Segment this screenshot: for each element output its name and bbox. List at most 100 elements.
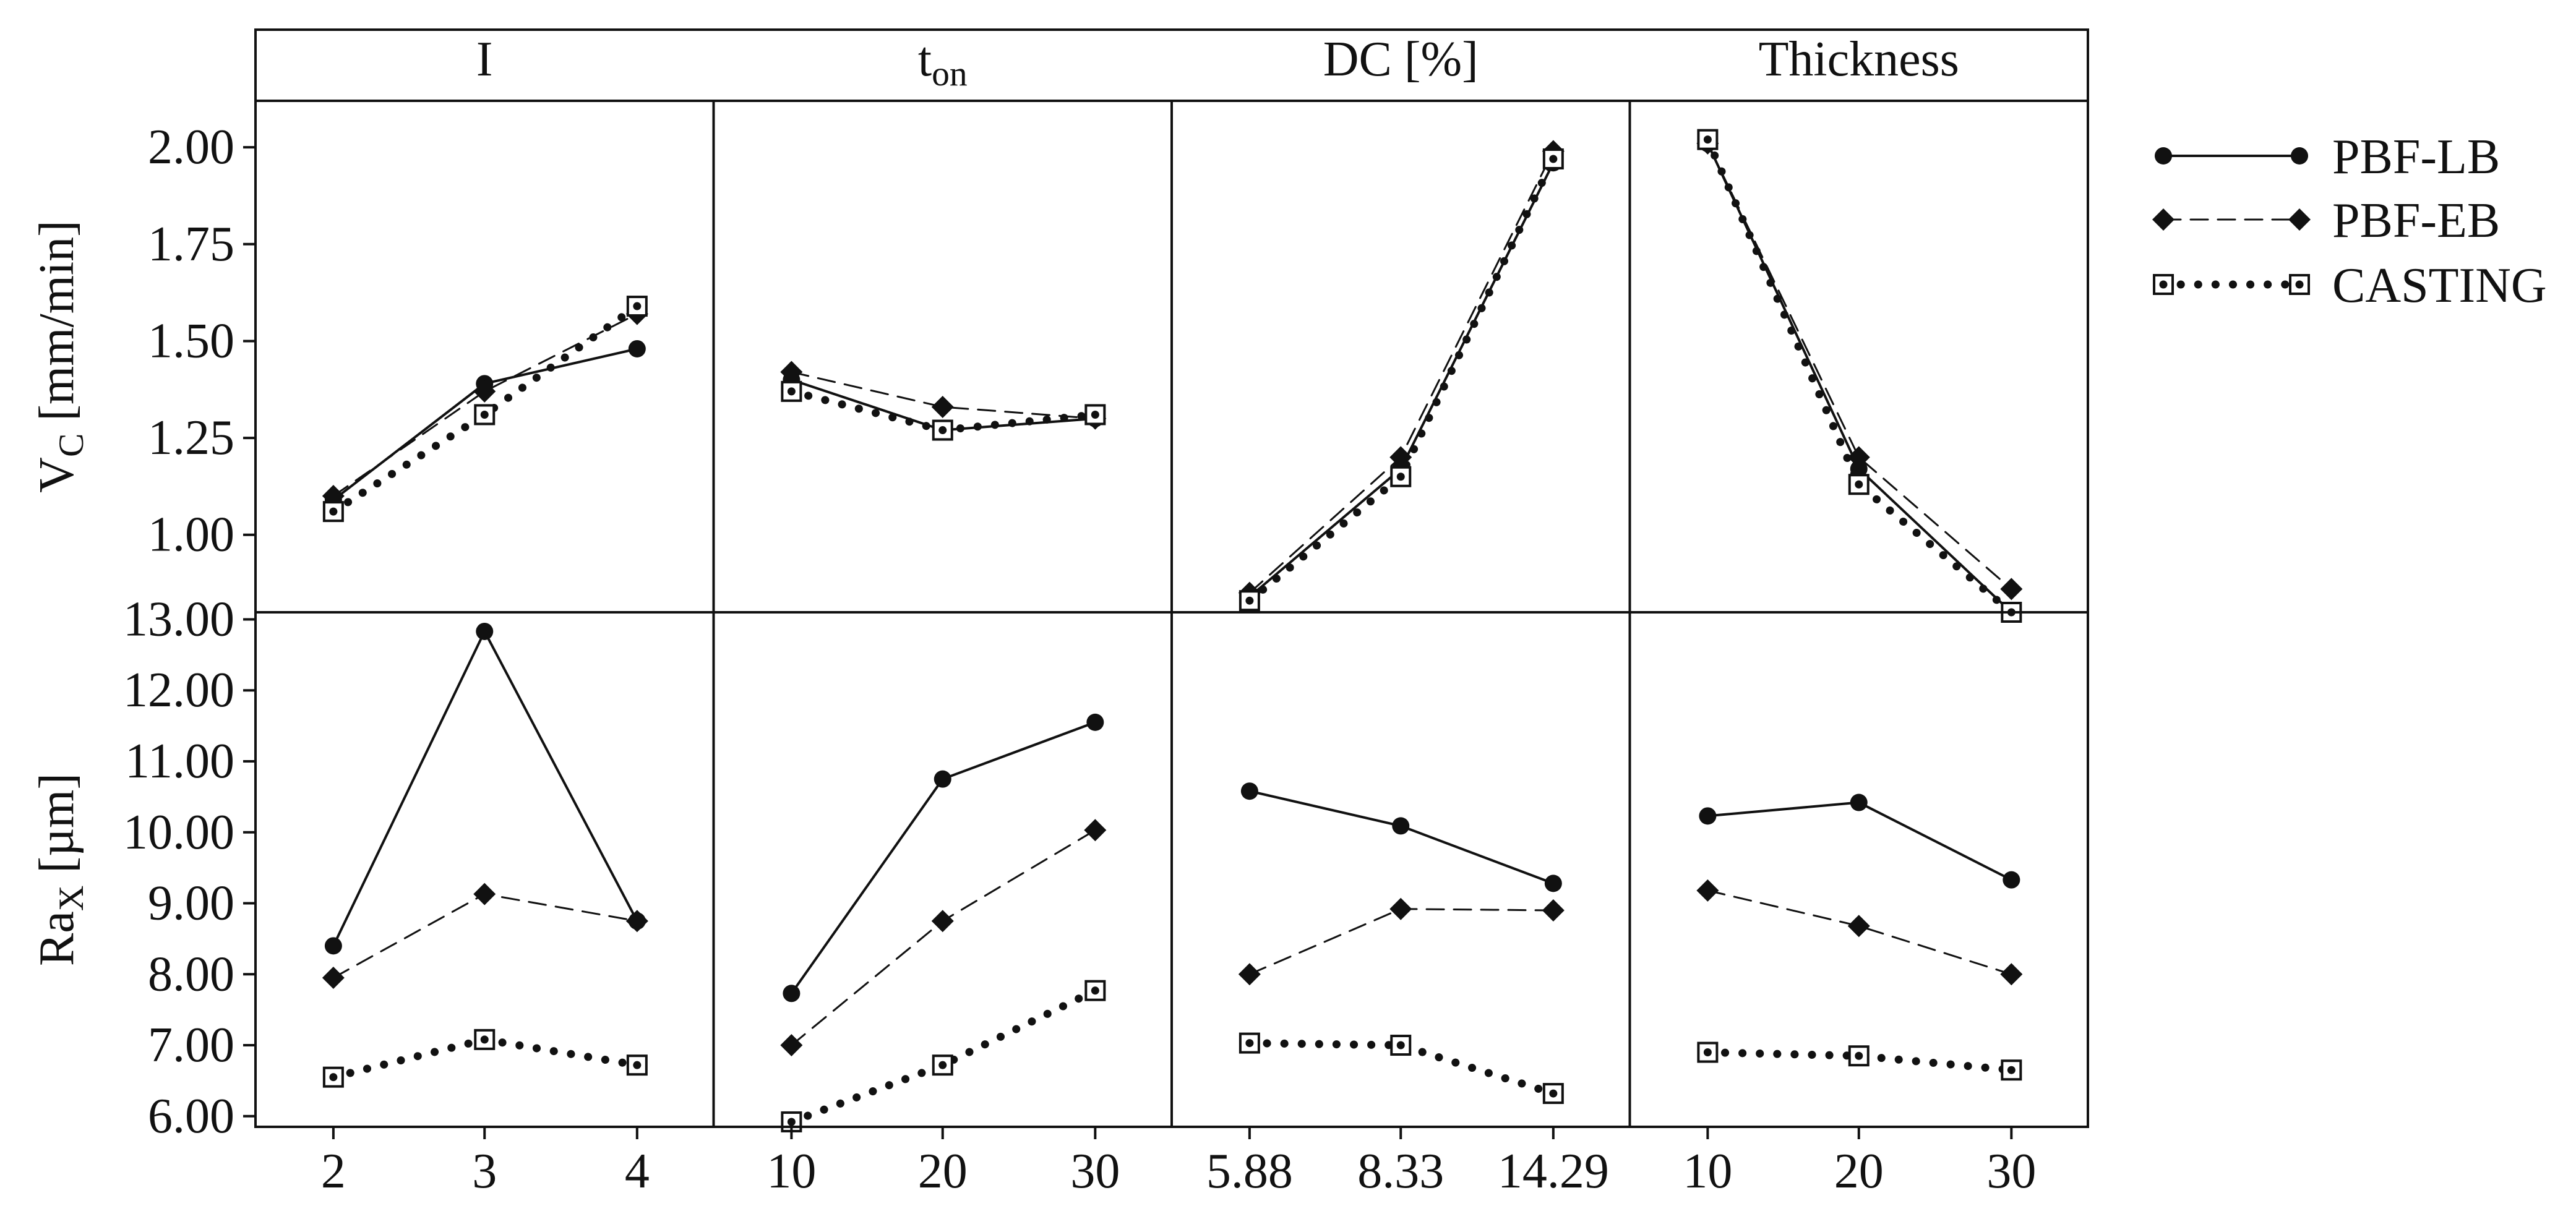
series-line-pbf-lb	[1248, 161, 1555, 598]
y-tick-label: 1.00	[148, 508, 234, 562]
data-point-casting	[1542, 148, 1564, 169]
y-tick-label: 7.00	[148, 1018, 234, 1072]
panel-title-2: ton	[918, 32, 968, 93]
series-line-pbf-eb	[1248, 150, 1555, 594]
data-point-casting	[1239, 590, 1260, 612]
series-line-pbf-eb	[790, 371, 1096, 420]
data-point-casting	[322, 1066, 344, 1088]
data-point-pbf-eb	[1847, 915, 1870, 938]
data-point-pbf-lb	[1392, 817, 1410, 835]
series-line-casting	[787, 986, 1099, 1126]
data-point-casting	[1697, 1041, 1719, 1063]
data-point-casting	[1239, 1032, 1260, 1054]
panel-border	[254, 100, 715, 614]
data-point-pbf-eb	[1542, 899, 1565, 922]
data-point-pbf-eb	[931, 395, 954, 418]
series-line-pbf-lb	[1706, 801, 2013, 881]
data-point-casting	[1390, 466, 1412, 487]
x-tick-label: 20	[918, 1144, 968, 1199]
data-point-pbf-eb	[2000, 578, 2023, 601]
data-point-casting	[1084, 404, 1106, 426]
y-tick-label: 13.00	[123, 592, 234, 646]
x-tick-label: 14.29	[1498, 1144, 1609, 1199]
data-point-casting	[1697, 129, 1719, 150]
legend-label-pbf-eb: PBF-EB	[2332, 194, 2500, 248]
x-tick-label: 5.88	[1206, 1144, 1293, 1199]
series-line-casting	[1703, 135, 2016, 617]
panel-r1-c2	[712, 100, 1173, 614]
panel-border	[712, 611, 1173, 1128]
data-point-casting	[474, 1029, 496, 1050]
data-point-casting	[1542, 1083, 1564, 1105]
data-point-casting	[474, 404, 496, 426]
data-point-pbf-lb	[2003, 871, 2020, 889]
data-point-casting	[781, 380, 802, 402]
data-point-pbf-eb	[931, 910, 954, 933]
y-tick-label: 1.50	[148, 314, 234, 368]
data-point-pbf-lb	[476, 622, 494, 640]
legend-marker-casting	[2153, 274, 2174, 295]
legend: PBF-LB PBF-EB CASTING	[2152, 130, 2547, 313]
data-point-casting	[1390, 1035, 1412, 1056]
x-axis: 2 3 4 10 20 30 5.88 8.33 14.29 10 20 30	[321, 1127, 2036, 1199]
legend-marker-casting	[2289, 274, 2310, 295]
y-tick-label: 9.00	[148, 876, 234, 931]
x-tick-label: 2	[321, 1144, 346, 1199]
panel-border	[1170, 100, 1631, 614]
x-tick-label: 30	[1070, 1144, 1120, 1199]
row-2: 6.00 7.00 8.00 9.00 10.00 11.00 12.00 13.00 RaX …	[30, 592, 2089, 1144]
data-point-pbf-lb	[1086, 713, 1104, 731]
legend-label-casting: CASTING	[2332, 259, 2547, 313]
x-tick-label: 10	[766, 1144, 816, 1199]
data-point-casting	[1848, 474, 1870, 495]
data-point-casting	[626, 1054, 648, 1076]
data-point-pbf-lb	[783, 985, 801, 1003]
panel-r1-c1	[254, 100, 715, 614]
data-point-pbf-eb	[625, 910, 648, 933]
y-tick-label: 8.00	[148, 947, 234, 1001]
data-point-pbf-eb	[1847, 446, 1870, 469]
y-axis-title-2: RaX [µm]	[30, 773, 91, 966]
x-tick-label: 3	[472, 1144, 497, 1199]
y-tick-label: 11.00	[125, 734, 234, 789]
x-tick-label: 10	[1683, 1144, 1732, 1199]
panel-title-4: Thickness	[1759, 32, 1959, 87]
series-line-pbf-lb	[1706, 142, 2013, 614]
panel-border	[1628, 100, 2089, 614]
series-line-pbf-lb	[790, 721, 1097, 995]
series-line-pbf-eb	[332, 893, 638, 979]
y-tick-label: 1.75	[148, 217, 234, 272]
data-point-pbf-eb	[1696, 879, 1719, 902]
legend-marker-pbf-eb	[2288, 208, 2311, 231]
data-point-pbf-eb	[322, 967, 345, 990]
data-point-pbf-eb	[473, 883, 496, 905]
data-point-pbf-eb	[473, 380, 496, 403]
series-line-pbf-lb	[1248, 790, 1555, 885]
data-point-pbf-eb	[2000, 963, 2023, 986]
data-point-pbf-eb	[780, 1034, 803, 1057]
series-line-pbf-eb	[332, 313, 638, 497]
y-tick-label: 12.00	[123, 663, 234, 717]
data-point-pbf-eb	[1084, 819, 1107, 842]
data-point-pbf-lb	[1544, 875, 1562, 892]
data-point-pbf-lb	[1699, 807, 1717, 825]
series-line-casting	[1245, 155, 1558, 605]
x-tick-label: 20	[1834, 1144, 1884, 1199]
data-point-pbf-lb	[1850, 793, 1868, 811]
data-point-casting	[626, 296, 648, 317]
data-point-pbf-lb	[1240, 782, 1258, 800]
data-point-casting	[932, 419, 953, 441]
data-point-casting	[932, 1054, 953, 1076]
row-1: 1.00 1.25 1.50 1.75 2.00 VC [mm/min]	[30, 100, 2089, 623]
x-tick-label: 4	[625, 1144, 650, 1199]
panel-title-1: I	[476, 32, 493, 87]
series-line-pbf-eb	[1706, 889, 2012, 975]
data-point-casting	[2001, 1059, 2022, 1081]
x-tick-label: 8.33	[1357, 1144, 1444, 1199]
data-point-casting	[322, 501, 344, 523]
series-line-casting	[1703, 1048, 2016, 1074]
panel-r2-c1	[254, 611, 715, 1128]
panel-r1-c3	[1170, 100, 1631, 614]
y-tick-label: 1.25	[148, 411, 234, 465]
